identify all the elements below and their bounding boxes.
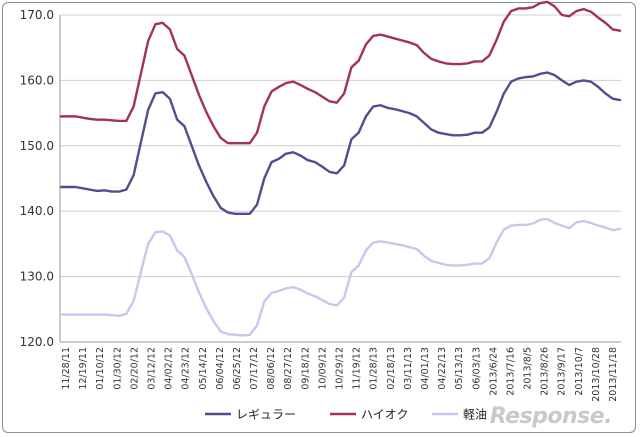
y-tick-label: 170.0 <box>20 8 54 22</box>
x-tick-label: 2013/9/17 <box>557 347 568 396</box>
x-tick-label: 06/04/12 <box>215 347 226 390</box>
x-tick-label: 02/20/12 <box>129 347 140 390</box>
x-tick-label: 2013/7/16 <box>505 347 516 396</box>
legend-label-2: 軽油 <box>463 408 487 422</box>
x-tick-label: 04/23/12 <box>181 347 192 390</box>
x-tick-label: 2013/10/28 <box>591 347 602 402</box>
x-tick-label: 10/09/12 <box>317 347 328 390</box>
y-tick-label: 120.0 <box>20 335 54 349</box>
x-tick-label: 11/19/12 <box>352 347 363 390</box>
x-tick-label: 01/10/12 <box>95 347 106 390</box>
x-tick-label: 03/11/13 <box>403 347 414 390</box>
x-tick-label: 04/22/13 <box>437 347 448 390</box>
grid-lines <box>59 14 621 343</box>
x-tick-label: 2013/6/24 <box>488 347 499 396</box>
x-tick-label: 2013/8/26 <box>540 347 551 396</box>
x-tick-label: 11/28/11 <box>61 347 72 390</box>
x-tick-label: 08/06/12 <box>266 347 277 390</box>
y-tick-label: 160.0 <box>20 73 54 87</box>
x-tick-label: 02/18/13 <box>386 347 397 390</box>
series-lines <box>59 0 622 337</box>
x-tick-label: 10/29/12 <box>335 347 346 390</box>
y-tick-label: 150.0 <box>20 139 54 153</box>
x-tick-label: 06/03/13 <box>471 347 482 390</box>
x-axis-tick-labels: 11/28/11 12/19/11 01/10/12 01/30/12 02/20/12… <box>61 347 619 402</box>
x-tick-label: 07/17/12 <box>249 347 260 390</box>
y-axis-tick-labels: 120.0 130.0 140.0 150.0 160.0 170.0 <box>20 8 54 349</box>
series-line-2 <box>59 217 622 337</box>
response-watermark-logo: Response. <box>489 404 613 429</box>
x-tick-label: 01/28/13 <box>369 347 380 390</box>
series-line-1 <box>59 0 622 145</box>
x-tick-label: 03/12/12 <box>146 347 157 390</box>
x-tick-label: 04/02/12 <box>164 347 175 390</box>
legend-label-1: ハイオク <box>361 408 409 422</box>
x-tick-label: 01/30/12 <box>112 347 123 390</box>
series-line-0 <box>59 71 622 216</box>
x-tick-label: 08/27/12 <box>283 347 294 390</box>
y-tick-label: 130.0 <box>20 270 54 284</box>
x-tick-label: 06/25/12 <box>232 347 243 390</box>
x-tick-label: 2013/11/18 <box>608 347 619 402</box>
x-tick-label: 05/13/13 <box>454 347 465 390</box>
x-tick-label: 2013/8/5 <box>523 347 534 390</box>
chart-frame <box>2 2 636 433</box>
x-tick-label: 09/18/12 <box>300 347 311 390</box>
x-tick-label: 12/19/11 <box>78 347 89 390</box>
legend-label-0: レギュラー <box>236 408 296 422</box>
x-tick-label: 2013/10/7 <box>574 347 585 396</box>
legend: レギュラー ハイオク 軽油 <box>205 408 487 422</box>
y-tick-label: 140.0 <box>20 204 54 218</box>
x-tick-label: 05/14/12 <box>198 347 209 390</box>
x-tick-label: 04/01/13 <box>420 347 431 390</box>
